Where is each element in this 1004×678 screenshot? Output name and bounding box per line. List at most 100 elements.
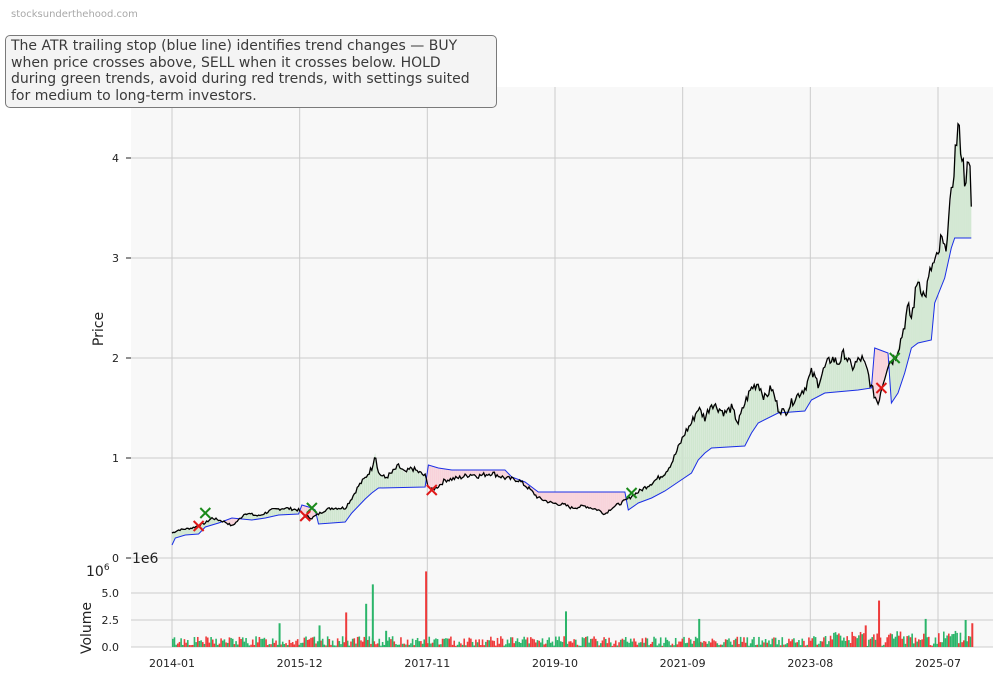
volume-bar	[678, 641, 680, 647]
trend-fill-segment	[215, 519, 216, 524]
volume-bar	[421, 643, 424, 647]
trend-fill-segment	[333, 508, 334, 523]
trend-fill-segment	[846, 356, 847, 392]
volume-bar	[390, 639, 392, 647]
volume-bar	[301, 642, 304, 647]
signal-stroke	[426, 484, 438, 496]
trend-fill-segment	[564, 492, 565, 505]
trend-fill-segment	[251, 514, 253, 520]
trend-fill-segment	[688, 426, 690, 475]
volume-bar	[893, 638, 895, 647]
trend-fill-segment	[546, 492, 548, 502]
trend-fill-segment	[756, 383, 758, 425]
trend-fill-segment	[453, 470, 455, 479]
trend-fill-segment	[949, 209, 950, 257]
volume-bar	[574, 639, 577, 647]
trend-fill-segment	[886, 352, 888, 368]
trend-fill-segment	[616, 492, 618, 506]
trend-fill-segment	[807, 380, 809, 407]
trend-fill-segment	[265, 512, 266, 518]
volume-bar	[556, 640, 559, 647]
trend-fill-segment	[893, 358, 895, 400]
trend-fill-segment	[610, 492, 612, 509]
trend-fill-segment	[752, 387, 753, 432]
trend-fill-segment	[284, 508, 286, 515]
trend-fill-segment	[932, 265, 934, 326]
volume-bar	[183, 639, 186, 647]
trend-fill-segment	[486, 470, 488, 475]
volume-bar	[343, 642, 346, 647]
trend-fill-segment	[913, 302, 915, 347]
trend-fill-segment	[247, 513, 249, 520]
trend-fill-segment	[282, 508, 284, 515]
trend-fill-segment	[470, 470, 472, 475]
trend-fill-segment	[664, 472, 666, 491]
volume-bar	[663, 642, 665, 647]
volume-bar	[799, 645, 802, 647]
trend-fill-segment	[894, 358, 895, 399]
trend-fill-segment	[337, 508, 339, 523]
volume-bar	[238, 636, 241, 647]
volume-bar	[813, 636, 815, 647]
trend-fill-segment	[185, 528, 186, 535]
trend-fill-segment	[347, 504, 348, 520]
trend-fill-segment	[892, 359, 893, 402]
trend-fill-segment	[804, 386, 806, 411]
trend-fill-segment	[744, 401, 746, 446]
trend-fill-segment	[882, 350, 883, 386]
trend-fill-segment	[600, 492, 602, 512]
volume-bar	[639, 642, 642, 647]
signal-stroke	[888, 352, 901, 364]
trend-fill-segment	[548, 492, 550, 502]
trend-fill-segment	[903, 326, 905, 377]
volume-bar	[569, 641, 572, 647]
trend-fill-segment	[442, 468, 444, 483]
trend-fill-segment	[249, 513, 250, 520]
trend-fill-segment	[683, 434, 685, 479]
trend-fill-segment	[637, 492, 639, 504]
trend-fill-segment	[936, 259, 938, 298]
trend-fill-segment	[322, 511, 324, 524]
trend-fill-segment	[273, 509, 274, 517]
trend-fill-segment	[357, 486, 359, 507]
trend-fill-segment	[764, 396, 765, 420]
trend-fill-segment	[437, 467, 439, 487]
volume-bar	[186, 640, 189, 647]
volume-bar	[430, 643, 432, 647]
volume-bar	[898, 635, 900, 647]
trend-fill-segment	[420, 473, 422, 488]
trend-fill-segment	[311, 507, 312, 518]
volume-bar	[578, 645, 580, 647]
trend-fill-segment	[385, 477, 387, 488]
trend-fill-segment	[954, 152, 956, 238]
volume-bar	[728, 638, 730, 647]
trend-fill-segment	[708, 407, 710, 450]
trend-fill-segment	[543, 492, 544, 500]
volume-bar	[228, 637, 231, 647]
volume-bar	[951, 634, 953, 647]
volume-bar	[253, 644, 256, 647]
trend-fill-segment	[648, 484, 649, 500]
trend-fill-segment	[824, 368, 825, 394]
volume-bar	[921, 639, 923, 647]
trend-fill-segment	[620, 492, 621, 504]
volume-bar	[288, 639, 291, 647]
trend-fill-segment	[562, 492, 563, 505]
trend-fill-segment	[680, 440, 682, 481]
volume-bar	[891, 634, 893, 647]
volume-bar	[733, 640, 735, 647]
trend-fill-segment	[250, 514, 252, 520]
volume-bar	[666, 639, 669, 647]
trend-fill-segment	[898, 346, 899, 393]
volume-bar	[714, 641, 717, 647]
trend-fill-segment	[187, 528, 189, 535]
buy-signal	[888, 352, 901, 364]
trend-fill-segment	[496, 470, 498, 475]
trend-fill-segment	[557, 492, 559, 504]
trend-fill-segment	[477, 470, 479, 476]
trend-fill-segment	[590, 492, 591, 508]
trend-fill-segment	[285, 508, 287, 515]
trend-fill-segment	[620, 492, 622, 504]
trend-fill-segment	[786, 409, 788, 413]
trend-fill-segment	[206, 521, 208, 527]
